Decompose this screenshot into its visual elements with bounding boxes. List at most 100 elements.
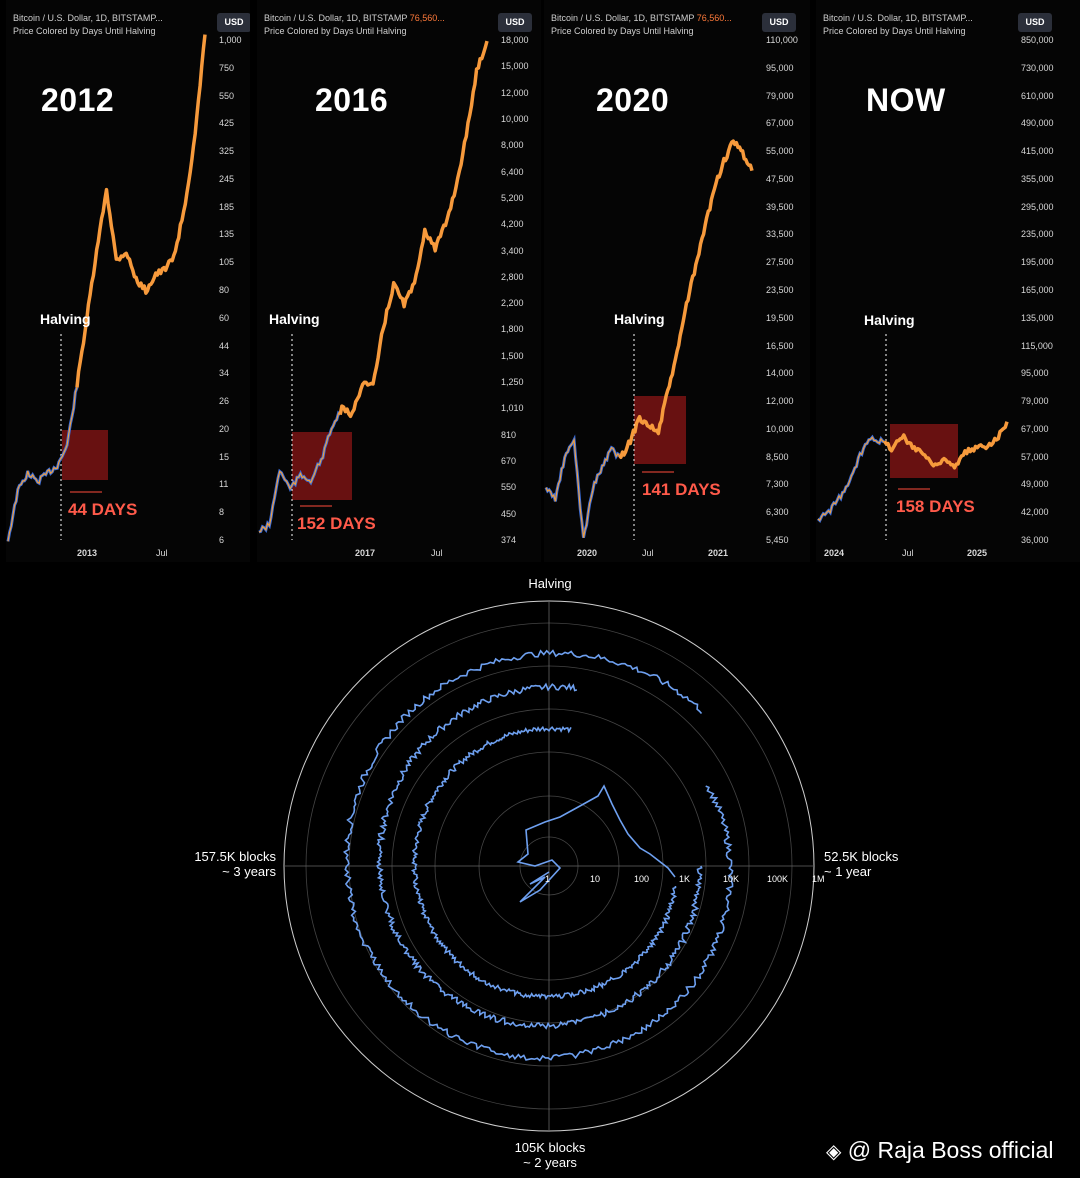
y-axis-tick: 670 [501, 456, 517, 467]
y-axis-tick: 8 [219, 507, 225, 518]
price-line-pre-halving [816, 434, 885, 524]
polar-radial-tick: 1M [812, 874, 825, 884]
polar-radial-tick: 1K [679, 874, 691, 884]
y-axis-tick: 79,000 [1021, 396, 1049, 407]
y-axis-tick: 1,800 [501, 324, 524, 335]
price-line-post-halving [75, 34, 207, 388]
panel-title: Bitcoin / U.S. Dollar, 1D, BITSTAMP... P… [823, 12, 973, 38]
y-axis-tick: 1,000 [219, 35, 242, 45]
y-axis-tick: 235,000 [1021, 229, 1054, 240]
panel-title-symbol: Bitcoin / U.S. Dollar, 1D, BITSTAMP... [13, 13, 163, 23]
x-axis-tick: 2025 [967, 548, 988, 558]
y-axis-tick: 34 [219, 368, 230, 379]
price-chart [258, 40, 489, 540]
panel-year-label: 2016 [315, 82, 389, 118]
polar-bottom-label: 105K blocks ~ 2 years [490, 1140, 610, 1170]
y-axis-tick: 5,200 [501, 192, 524, 203]
y-axis-tick: 2,200 [501, 298, 524, 309]
panel-title: Bitcoin / U.S. Dollar, 1D, BITSTAMP 76,5… [264, 12, 445, 38]
polar-series-cycle-4 [342, 649, 734, 1062]
halving-label: Halving [864, 312, 915, 328]
days-highlight-box [62, 430, 108, 480]
halving-panel-3: Bitcoin / U.S. Dollar, 1D, BITSTAMP 76,5… [544, 0, 810, 562]
y-axis-tick: 95,000 [766, 62, 794, 73]
y-axis-tick: 67,000 [1021, 423, 1049, 434]
polar-bottom-label-blocks: 105K blocks [514, 1140, 586, 1155]
halving-panel-2: Bitcoin / U.S. Dollar, 1D, BITSTAMP 76,5… [257, 0, 541, 562]
panel-title-symbol: Bitcoin / U.S. Dollar, 1D, BITSTAMP... [823, 13, 973, 23]
panel-title-indicator: Price Colored by Days Until Halving [551, 26, 694, 36]
panel-title-price: 76,560... [696, 13, 732, 23]
panel-title-price: 76,560... [409, 13, 445, 23]
price-line-pre-halving-core [7, 387, 78, 542]
y-axis-tick: 79,000 [766, 90, 794, 101]
y-axis-tick: 425 [219, 118, 235, 129]
y-axis-tick: 415,000 [1021, 146, 1054, 157]
x-axis-tick: 2021 [708, 548, 729, 558]
y-axis-tick: 4,200 [501, 219, 524, 230]
y-axis-tick: 185 [219, 201, 235, 212]
price-chart [6, 34, 207, 542]
polar-series-cycle-1 [516, 784, 676, 903]
y-axis-tick: 195,000 [1021, 257, 1054, 268]
y-axis-tick: 730,000 [1021, 62, 1054, 73]
x-axis-tick: Jul [902, 548, 914, 558]
polar-radial-tick: 100 [634, 874, 650, 884]
y-axis-tick: 18,000 [501, 35, 529, 45]
panel-title: Bitcoin / U.S. Dollar, 1D, BITSTAMP 76,5… [551, 12, 732, 38]
price-chart [816, 334, 1009, 540]
y-axis-tick: 6 [219, 535, 225, 545]
x-axis-tick: 2017 [355, 548, 376, 558]
y-axis-tick: 550 [219, 90, 235, 101]
currency-button[interactable]: USD [1018, 13, 1052, 32]
x-axis-tick: Jul [642, 548, 654, 558]
panel-title-indicator: Price Colored by Days Until Halving [264, 26, 407, 36]
polar-right-label-blocks: 52.5K blocks [824, 849, 899, 864]
y-axis-tick: 550 [501, 482, 517, 493]
y-axis-tick: 33,500 [766, 229, 794, 240]
days-highlight-box [890, 424, 958, 478]
y-axis-tick: 15 [219, 451, 230, 462]
panel-year-label: 2012 [41, 82, 115, 118]
polar-radial-tick: 10 [590, 874, 601, 884]
currency-button[interactable]: USD [762, 13, 796, 32]
price-line-post-halving [617, 139, 754, 460]
polar-top-label: Halving [528, 576, 572, 591]
y-axis-tick: 67,000 [766, 118, 794, 129]
watermark: ◈ @ Raja Boss official [826, 1137, 1054, 1164]
y-axis-tick: 15,000 [501, 61, 529, 72]
panel-title-symbol: Bitcoin / U.S. Dollar, 1D, BITSTAMP [551, 13, 695, 23]
y-axis-tick: 57,000 [1021, 451, 1049, 462]
x-axis-tick: 2024 [824, 548, 845, 558]
x-axis-tick: 2020 [577, 548, 598, 558]
y-axis-tick: 110,000 [766, 35, 798, 45]
y-axis-tick: 12,000 [766, 396, 794, 407]
price-chart [544, 139, 754, 540]
polar-radial-tick: 100K [767, 874, 789, 884]
watermark-text: @ Raja Boss official [847, 1137, 1054, 1163]
y-axis-tick: 47,500 [766, 173, 794, 184]
y-axis-tick: 355,000 [1021, 173, 1054, 184]
y-axis-tick: 23,500 [766, 285, 794, 295]
polar-left-label-years: ~ 3 years [222, 864, 276, 879]
halving-panel-1: Bitcoin / U.S. Dollar, 1D, BITSTAMP... P… [6, 0, 250, 562]
y-axis-tick: 245 [219, 173, 235, 184]
binance-logo-icon: ◈ [826, 1141, 842, 1163]
currency-button[interactable]: USD [217, 13, 250, 32]
y-axis-tick: 10,000 [766, 423, 794, 434]
price-line-post-halving [883, 421, 1009, 470]
y-axis-tick: 374 [501, 535, 517, 545]
y-axis-tick: 19,500 [766, 312, 794, 323]
y-axis-tick: 16,500 [766, 340, 794, 351]
halving-label: Halving [614, 311, 665, 327]
y-axis-tick: 1,010 [501, 403, 524, 414]
panel-year-label: NOW [866, 82, 946, 118]
x-axis-tick: Jul [156, 548, 168, 558]
polar-halving-chart [283, 600, 815, 1132]
polar-radial-tick: 10K [723, 874, 740, 884]
y-axis-tick: 810 [501, 429, 517, 440]
days-label: 141 DAYS [642, 480, 721, 499]
currency-button[interactable]: USD [498, 13, 532, 32]
y-axis-tick: 7,300 [766, 479, 789, 490]
y-axis-tick: 450 [501, 508, 517, 519]
